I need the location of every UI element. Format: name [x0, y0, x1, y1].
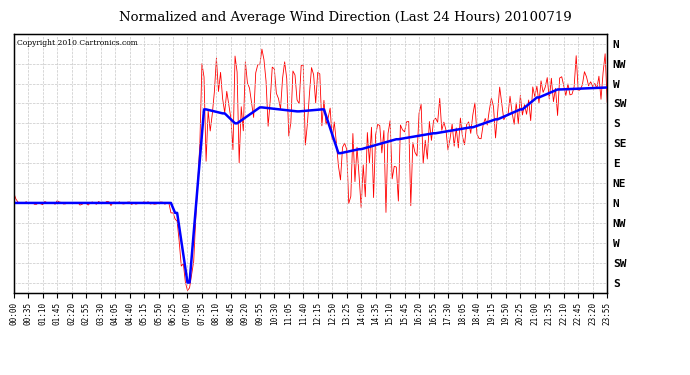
Text: Normalized and Average Wind Direction (Last 24 Hours) 20100719: Normalized and Average Wind Direction (L…	[119, 11, 571, 24]
Text: Copyright 2010 Cartronics.com: Copyright 2010 Cartronics.com	[17, 39, 137, 47]
